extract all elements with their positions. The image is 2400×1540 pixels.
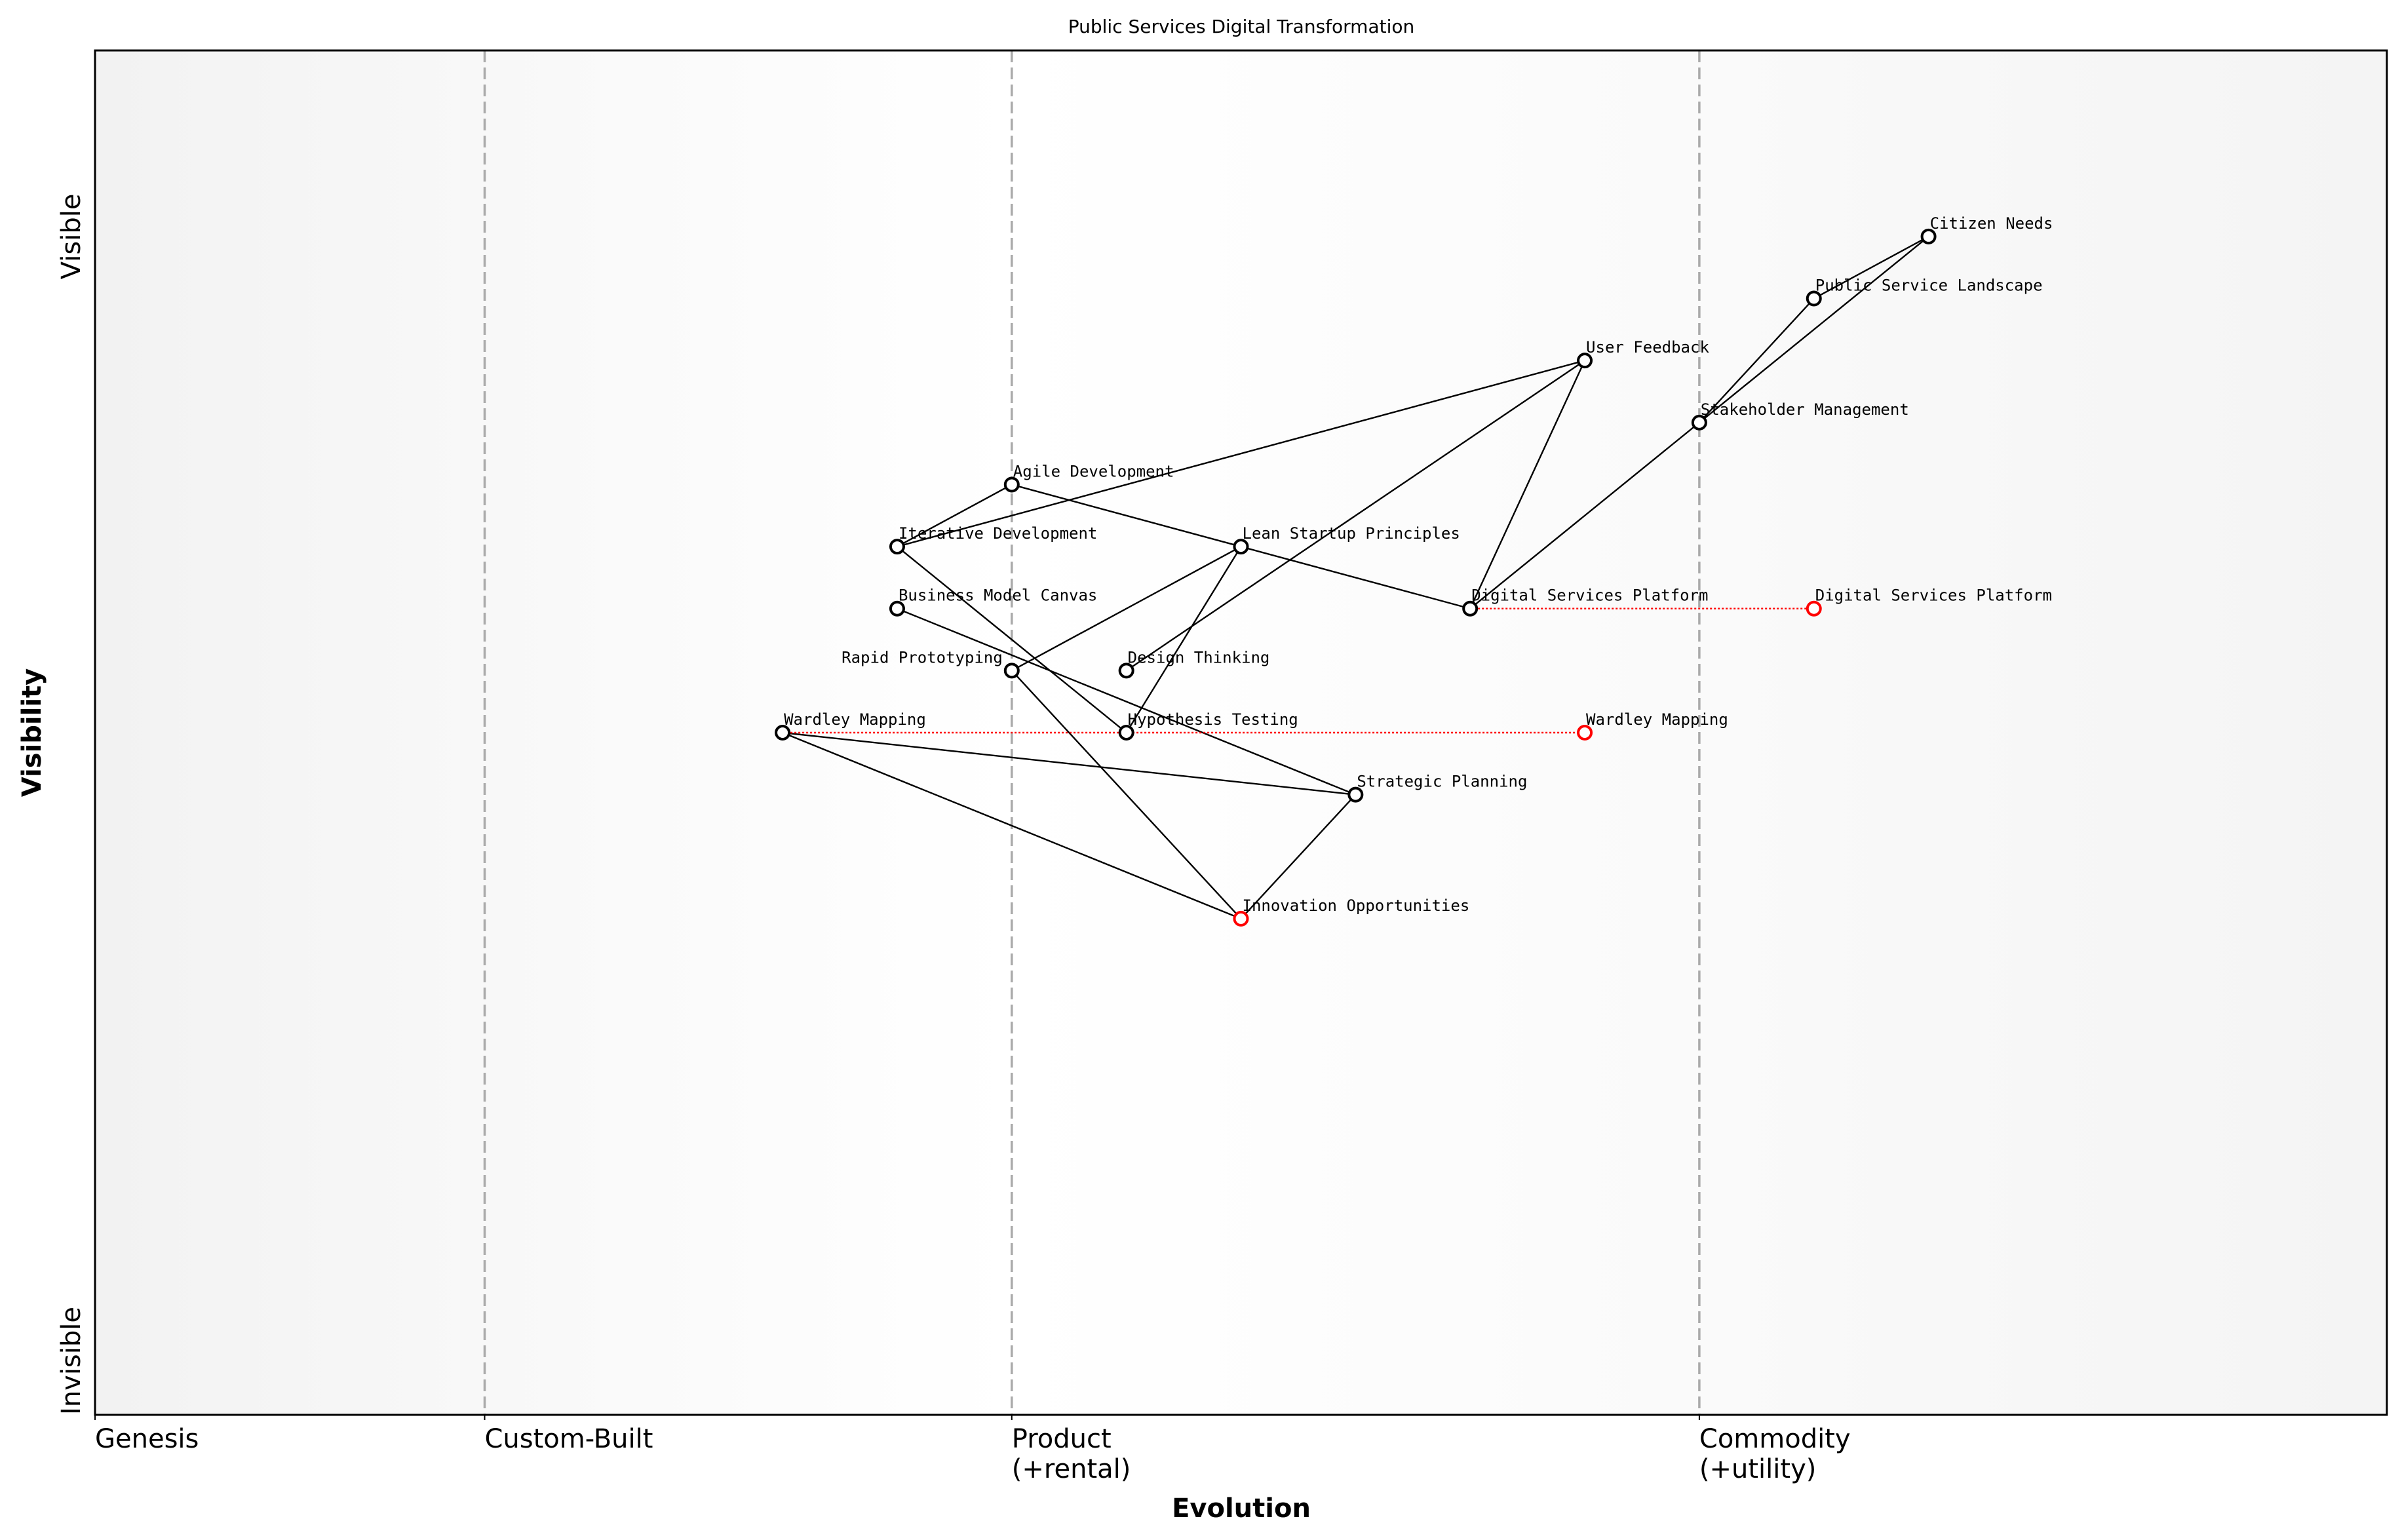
dependency-link [1011,670,1242,919]
dependency-link [782,731,1241,920]
component-marker [1462,600,1479,617]
components: Digital Services Platform Wardley Mapping… [775,214,2053,927]
component-label: Innovation Opportunities [1243,896,1470,915]
component-label: Public Service Landscape [1815,277,2043,295]
dependency-link [1011,484,1241,548]
component-label: Agile Development [1013,462,1174,480]
y-tick-label: Visible [56,194,87,280]
component-marker [1347,786,1364,803]
component-marker [775,725,791,741]
x-tick-label: Genesis [95,1424,199,1454]
x-tick-label: Product (+rental) [1012,1424,1131,1484]
component-label: Strategic Planning [1357,773,1527,791]
evolved-component-label: Wardley Mapping [1586,710,1728,729]
component-marker [1691,414,1707,431]
x-tick-label: Custom-Built [484,1424,653,1454]
component-label: Citizen Needs [1930,214,2053,233]
y-tick-label: Invisible [56,1307,87,1415]
component-marker [1806,290,1822,307]
dependency-link [1125,360,1585,672]
dependency-link [782,731,1356,796]
component-marker [1118,663,1134,679]
component-marker [889,600,905,617]
component-label: Rapid Prototyping [842,648,1003,666]
component-marker [889,539,905,555]
component-label: Hypothesis Testing [1128,710,1298,729]
component-marker [1920,228,1937,244]
component-label: Wardley Mapping [784,710,926,729]
evolved-component-marker [1577,725,1593,741]
dependency-link [1240,794,1357,919]
x-axis-label: Evolution [1172,1493,1311,1524]
component-label: Design Thinking [1128,648,1270,666]
dependency-link [1469,421,1700,609]
component-marker [1003,663,1020,679]
dependency-link [1469,360,1586,609]
dependency-link [897,607,1356,796]
evolved-component-marker [1806,600,1822,617]
component-label: Digital Services Platform [1471,587,1708,605]
component-label: Iterative Development [899,524,1097,543]
dependency-link [1125,546,1242,733]
x-tick-label: Commodity (+utility) [1699,1424,1851,1484]
dependency-link [897,484,1013,548]
component-label: Stakeholder Management [1701,400,1909,419]
component-marker [1003,476,1020,493]
component-label: User Feedback [1586,338,1709,356]
x-ticks: Genesis Custom-Built Product (+rental) Commo… [94,1415,1851,1484]
plot-background [95,50,2387,1415]
component-label: Business Model Canvas [899,587,1097,605]
plot-frame [94,49,2388,1416]
dependency-link [1011,546,1242,672]
evolved-component-label: Digital Services Platform [1815,587,2052,605]
dependency-link [1699,235,1929,423]
dependency-link [1813,235,1929,299]
component-marker [1577,353,1593,369]
dependency-link [897,546,1127,733]
y-ticks: Visible Invisible [56,194,87,1415]
dependency-link [1241,545,1471,609]
chart-title: Public Services Digital Transformation [1068,16,1415,37]
dependency-link [1699,298,1815,423]
y-axis-label: Visibility [17,668,47,797]
component-marker [1233,910,1249,927]
dependency-link [897,360,1585,548]
component-marker [1233,539,1249,555]
component-label: Lean Startup Principles [1243,524,1460,543]
component-marker [1118,725,1134,741]
dependency-links [782,235,1929,920]
